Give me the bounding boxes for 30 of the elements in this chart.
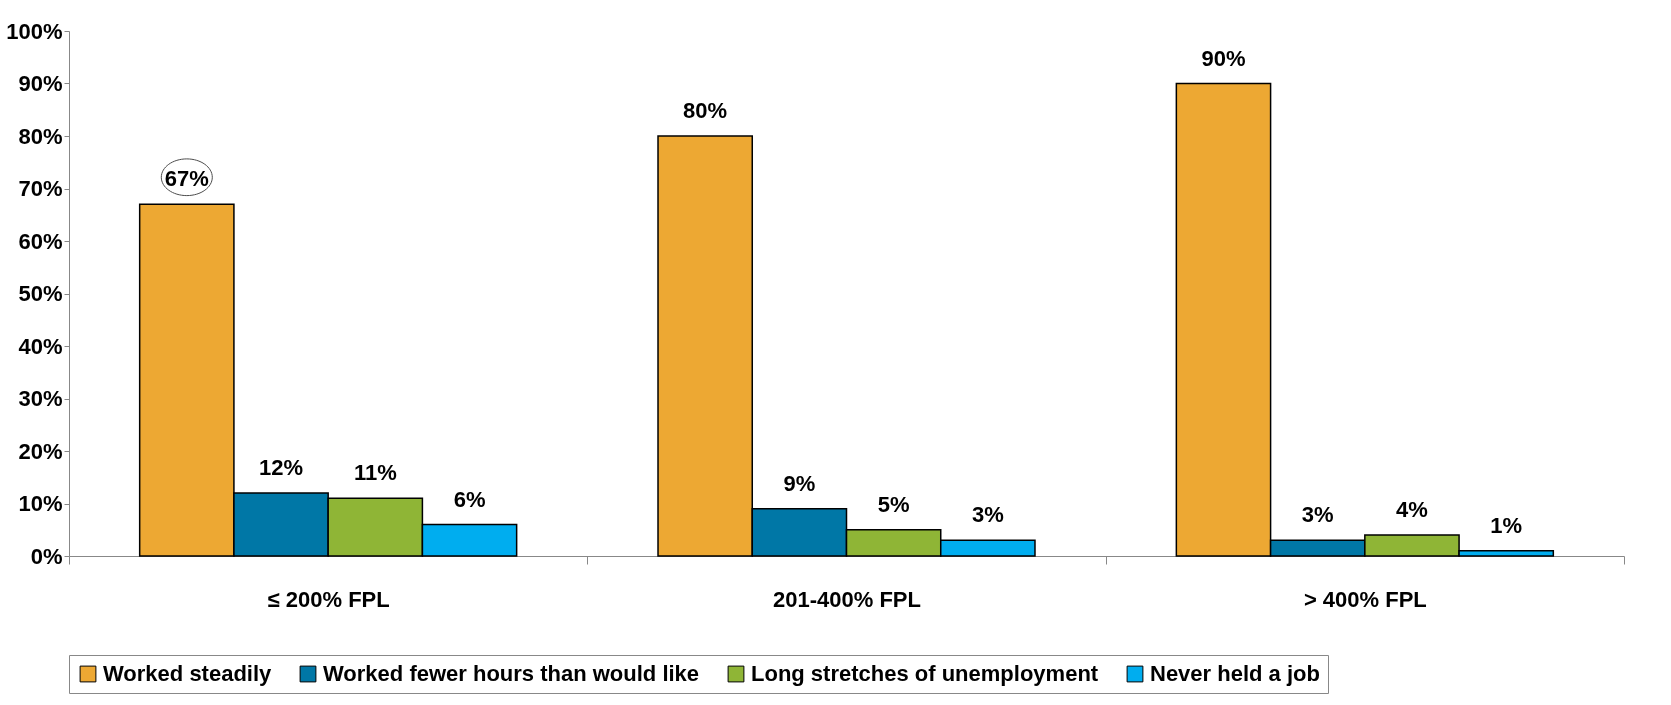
data-label: 9%: [783, 470, 816, 496]
x-tick-label: ≤ 200% FPL: [267, 586, 390, 612]
data-label: 3%: [971, 502, 1004, 528]
data-label: 1%: [1490, 512, 1523, 538]
y-tick-label: 90%: [18, 71, 63, 96]
data-label: 5%: [877, 491, 910, 517]
y-tick-label: 0%: [30, 543, 63, 569]
data-label: 4%: [1396, 497, 1428, 522]
data-label: 3%: [1301, 502, 1334, 528]
y-tick-label: 100%: [6, 18, 63, 44]
x-tick-label: 201-400% FPL: [773, 586, 921, 612]
legend-label: Worked fewer hours than would like: [323, 661, 700, 686]
data-label: 6%: [453, 486, 486, 512]
data-label: 90%: [1201, 45, 1246, 71]
legend-label: Worked steadily: [103, 661, 273, 686]
y-tick-label: 70%: [18, 176, 63, 201]
y-tick-label: 10%: [18, 491, 63, 516]
x-tick-label: > 400% FPL: [1303, 586, 1427, 612]
y-tick-label: 40%: [18, 333, 63, 359]
y-tick-label: 50%: [18, 281, 63, 306]
y-tick-label: 60%: [18, 228, 63, 254]
y-tick-label: 30%: [18, 386, 63, 411]
legend-label: Never held a job: [1150, 661, 1320, 686]
data-label: 80%: [683, 98, 728, 123]
data-label: 12%: [259, 455, 304, 480]
y-tick-label: 80%: [18, 123, 63, 149]
legend-label: Long stretches of unemployment: [751, 661, 1099, 686]
y-tick-label: 20%: [18, 438, 63, 464]
data-label: 67%: [164, 166, 209, 192]
data-label: 11%: [353, 460, 397, 486]
